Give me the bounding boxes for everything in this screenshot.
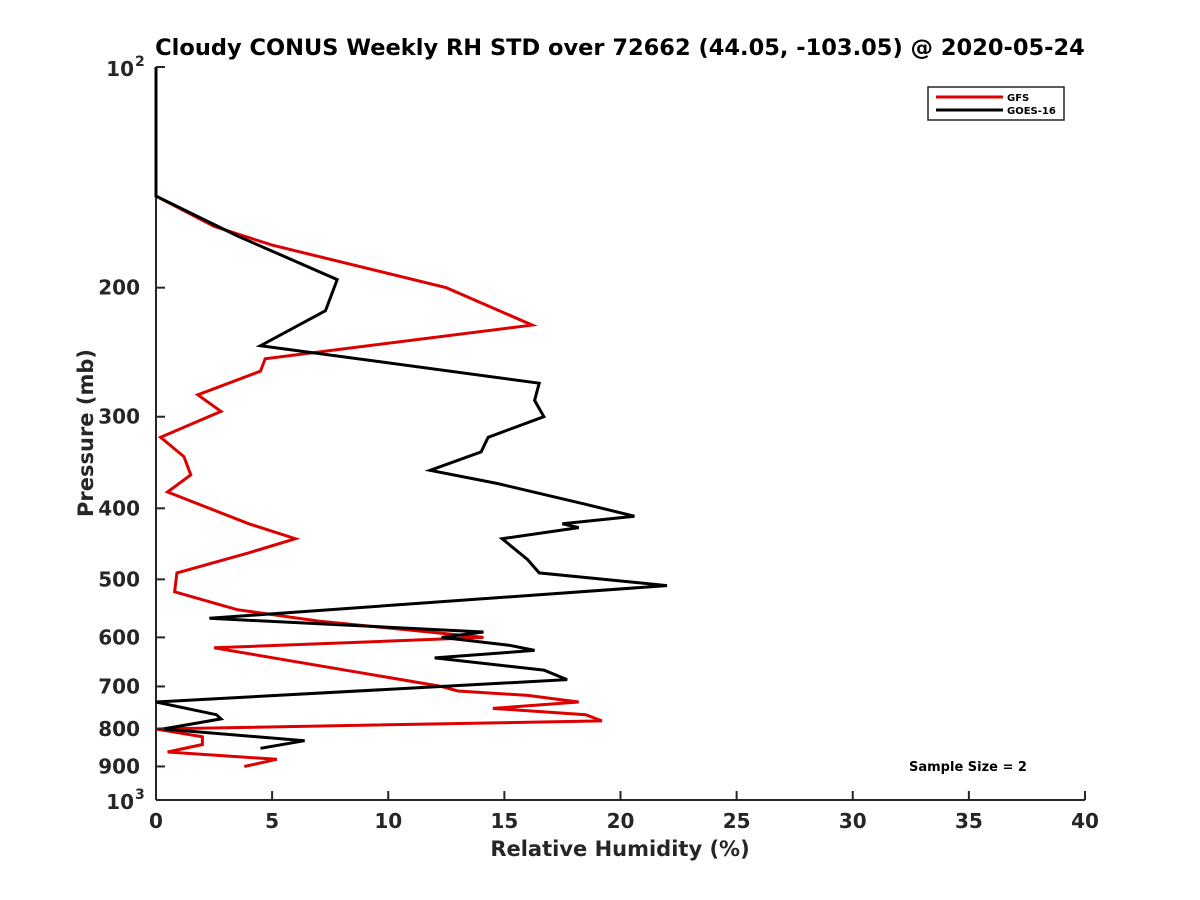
x-tick-label: 10 xyxy=(374,809,402,833)
y-tick-label: 500 xyxy=(98,567,140,591)
series-line-goes-16 xyxy=(154,67,668,750)
series-line-gfs xyxy=(154,67,603,768)
x-tick-label: 5 xyxy=(265,809,279,833)
y-tick-label: 300 xyxy=(98,405,140,429)
x-axis-label: Relative Humidity (%) xyxy=(490,837,749,861)
x-tick-label: 35 xyxy=(955,809,983,833)
y-tick-label: 400 xyxy=(98,496,140,520)
legend-box xyxy=(927,86,1065,121)
x-tick-label: 25 xyxy=(723,809,751,833)
x-tick-label: 40 xyxy=(1071,809,1099,833)
x-tick-label: 30 xyxy=(839,809,867,833)
x-tick-label: 20 xyxy=(607,809,635,833)
legend-label: GFS xyxy=(1007,93,1029,104)
x-axis-ticks: 0 5 10 15 20 25 30 35 40 xyxy=(149,791,1099,833)
y-tick-label: 600 xyxy=(98,625,140,649)
y-tick-exponent: 2 xyxy=(135,54,145,70)
chart-title: Cloudy CONUS Weekly RH STD over 72662 (4… xyxy=(155,35,1085,61)
y-tick-label: 200 xyxy=(98,276,140,300)
y-tick-label: 700 xyxy=(98,674,140,698)
sample-size-annotation: Sample Size = 2 xyxy=(909,760,1027,775)
y-tick-label: 800 xyxy=(98,717,140,741)
legend-label: GOES-16 xyxy=(1007,106,1056,117)
y-axis-label: Pressure (mb) xyxy=(74,349,98,517)
x-tick-label: 15 xyxy=(490,809,518,833)
y-tick-exponent: 3 xyxy=(135,787,145,803)
y-tick-label: 10 xyxy=(106,790,134,814)
legend: GFS GOES-16 xyxy=(927,86,1065,121)
y-tick-label: 900 xyxy=(98,754,140,778)
x-tick-label: 0 xyxy=(149,809,163,833)
y-tick-label: 10 xyxy=(106,57,134,81)
plot-area xyxy=(154,67,1085,801)
